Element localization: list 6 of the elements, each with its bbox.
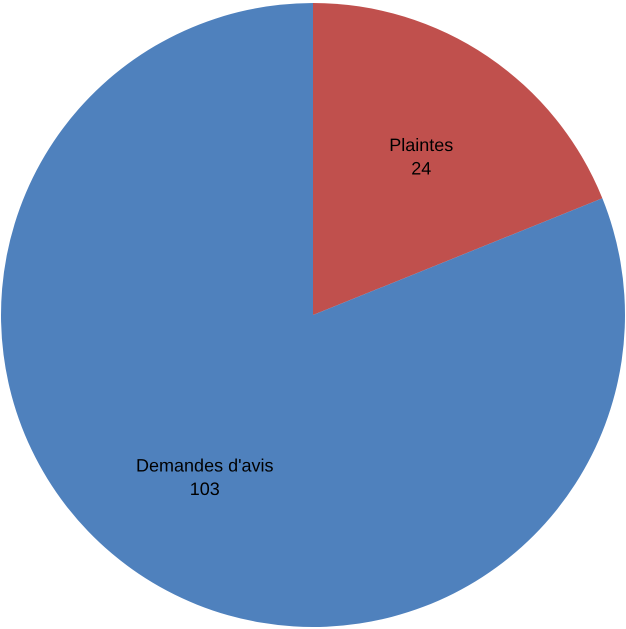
- slice-label: Demandes d'avis: [136, 456, 274, 476]
- pie-slice: [1, 3, 625, 627]
- data-label: 103: [190, 479, 220, 500]
- slice-label: Plaintes: [389, 135, 454, 156]
- pie-slice: [313, 3, 602, 315]
- data-label: 24: [411, 158, 432, 178]
